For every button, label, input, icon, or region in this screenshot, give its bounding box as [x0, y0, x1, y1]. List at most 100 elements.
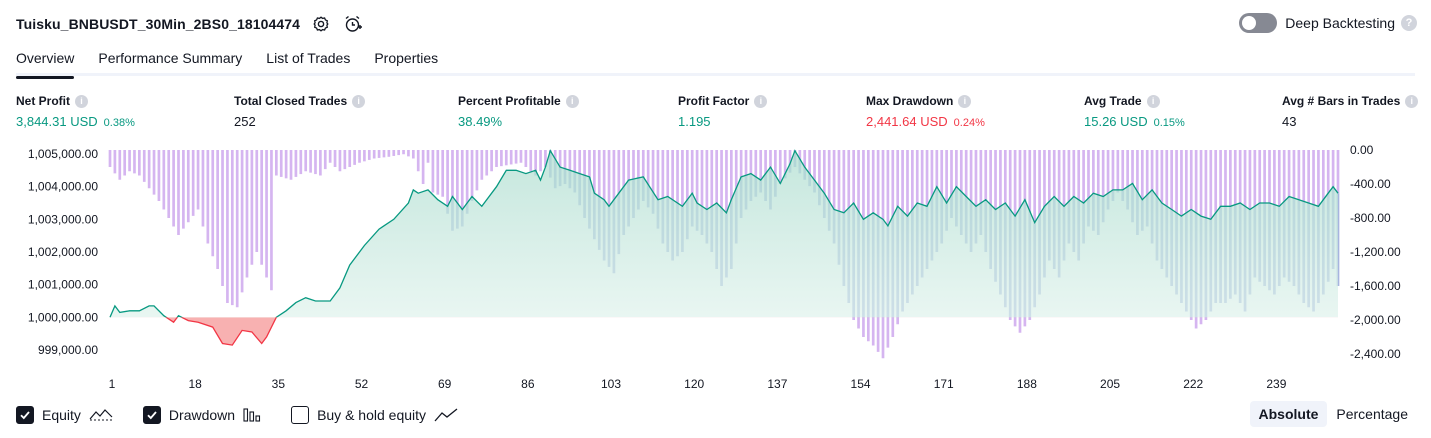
- tab-performance-summary[interactable]: Performance Summary: [98, 50, 243, 66]
- tab-properties[interactable]: Properties: [374, 50, 439, 66]
- drawdown-bar: [235, 150, 239, 308]
- drawdown-bar: [411, 150, 415, 159]
- drawdown-bar: [524, 150, 528, 167]
- buy-hold-checkbox[interactable]: Buy & hold equity: [291, 406, 458, 424]
- info-icon[interactable]: i: [1146, 94, 1160, 108]
- drawdown-bar: [172, 150, 175, 227]
- metric-max-drawdown: Max Drawdown i 2,441.64 USD 0.24%: [866, 94, 985, 129]
- drawdown-bar: [338, 150, 342, 172]
- tab-overview[interactable]: Overview: [16, 44, 75, 79]
- drawdown-bar: [128, 150, 131, 172]
- drawdown-bar: [289, 150, 293, 180]
- drawdown-bar: [270, 150, 273, 291]
- underwater-area: [166, 317, 277, 346]
- drawdown-bar: [323, 150, 327, 170]
- x-tick-label: 69: [438, 377, 452, 391]
- drawdown-bar: [328, 150, 332, 163]
- drawdown-bar: [230, 150, 234, 306]
- strategy-title: Tuisku_BNBUSDT_30Min_2BS0_18104474: [16, 16, 301, 32]
- info-icon[interactable]: i: [1405, 94, 1419, 108]
- drawdown-bar: [402, 150, 405, 155]
- drawdown-bar: [436, 150, 440, 195]
- drawdown-label: Drawdown: [168, 407, 236, 423]
- drawdown-checkbox[interactable]: Drawdown: [142, 406, 261, 424]
- drawdown-bar: [485, 150, 489, 176]
- drawdown-tick-label: -800.00: [1350, 211, 1391, 225]
- info-icon[interactable]: i: [565, 94, 579, 108]
- metric-value: 1.195: [678, 114, 711, 129]
- metric-avg-trade: Avg Trade i 15.26 USD 0.15%: [1084, 94, 1185, 129]
- metric-value: 38.49%: [458, 114, 503, 129]
- equity-tick-label: 1,002,000.00: [28, 245, 98, 259]
- metric-label: Percent Profitable: [458, 94, 561, 108]
- metric-value: 15.26 USD: [1084, 114, 1148, 129]
- metrics-row: Net Profit i 3,844.31 USD 0.38% Total Clos…: [16, 94, 1419, 130]
- drawdown-bar: [167, 150, 171, 218]
- absolute-mode-button[interactable]: Absolute: [1249, 401, 1328, 427]
- drawdown-axis: 0.00 -400.00 -800.00 -1,200.00 -1,600.00 -2,0…: [1350, 143, 1401, 361]
- help-icon[interactable]: ?: [1401, 15, 1417, 31]
- drawdown-bar: [221, 150, 224, 286]
- x-tick-label: 103: [601, 377, 621, 391]
- chart-legend: Equity Drawdown Buy & hold equity Absolu…: [16, 401, 1418, 427]
- gear-icon[interactable]: [310, 13, 332, 35]
- drawdown-bar: [265, 150, 268, 278]
- drawdown-bar: [299, 150, 303, 175]
- metric-value: 3,844.31 USD: [16, 114, 98, 129]
- drawdown-bar: [500, 150, 503, 167]
- deep-backtesting-toggle[interactable]: [1239, 13, 1278, 33]
- deep-backtesting-control: Deep Backtesting ?: [1239, 13, 1417, 33]
- equity-area: [110, 150, 1338, 318]
- deep-backtesting-label: Deep Backtesting: [1285, 15, 1395, 31]
- drawdown-bar: [333, 150, 337, 167]
- drawdown-bar: [387, 150, 391, 157]
- drawdown-bar: [480, 150, 484, 180]
- drawdown-bar: [475, 150, 479, 191]
- drawdown-bar: [201, 150, 205, 227]
- equity-drawdown-chart[interactable]: 1,005,000.00 1,004,000.00 1,003,000.00 1,00…: [0, 140, 1431, 398]
- tab-list-of-trades[interactable]: List of Trades: [266, 50, 351, 66]
- drawdown-bar: [397, 150, 400, 156]
- drawdown-bar: [279, 150, 283, 177]
- info-icon[interactable]: i: [754, 94, 768, 108]
- equity-tick-label: 1,001,000.00: [28, 278, 98, 292]
- drawdown-bar: [544, 150, 547, 167]
- drawdown-bar: [343, 150, 347, 170]
- drawdown-bar: [240, 150, 244, 293]
- drawdown-bar: [186, 150, 190, 223]
- info-icon[interactable]: i: [958, 94, 972, 108]
- display-mode-switch: Absolute Percentage: [1249, 401, 1418, 427]
- metric-value: 43: [1282, 114, 1297, 129]
- drawdown-bar: [319, 150, 322, 176]
- equity-checkbox[interactable]: Equity: [16, 406, 113, 424]
- drawdown-tick-label: -2,000.00: [1350, 313, 1401, 327]
- report-tabs: Overview Performance Summary List of Tra…: [16, 44, 1415, 79]
- metric-label: Avg # Bars in Trades: [1282, 94, 1401, 108]
- drawdown-bar: [108, 150, 112, 167]
- drawdown-bar: [133, 150, 136, 174]
- drawdown-tick-label: -1,200.00: [1350, 245, 1401, 259]
- drawdown-bar: [539, 150, 542, 172]
- drawdown-tick-label: -400.00: [1350, 177, 1391, 191]
- info-icon[interactable]: i: [75, 94, 88, 108]
- drawdown-bar: [226, 150, 229, 303]
- drawdown-bars-icon: [243, 407, 261, 423]
- drawdown-bar: [470, 150, 474, 201]
- metric-profit-factor: Profit Factor i 1.195: [678, 94, 768, 129]
- metric-label: Profit Factor: [678, 94, 750, 108]
- drawdown-bar: [245, 150, 249, 278]
- buy-hold-line-icon: [434, 407, 458, 423]
- drawdown-bar: [162, 150, 166, 210]
- drawdown-bar: [519, 150, 523, 163]
- drawdown-bar: [367, 150, 371, 160]
- drawdown-bar: [182, 150, 185, 229]
- check-icon: [142, 406, 161, 424]
- drawdown-bar: [392, 150, 396, 156]
- drawdown-bar: [431, 150, 435, 193]
- trade-number-axis: 1 18 35 52 69 86 103 120 137 154 171 188 205 222 239: [109, 377, 1287, 391]
- percentage-mode-button[interactable]: Percentage: [1336, 406, 1408, 422]
- alarm-add-icon[interactable]: [342, 13, 364, 35]
- info-icon[interactable]: i: [352, 94, 366, 108]
- drawdown-bar: [123, 150, 127, 176]
- x-tick-label: 171: [934, 377, 954, 391]
